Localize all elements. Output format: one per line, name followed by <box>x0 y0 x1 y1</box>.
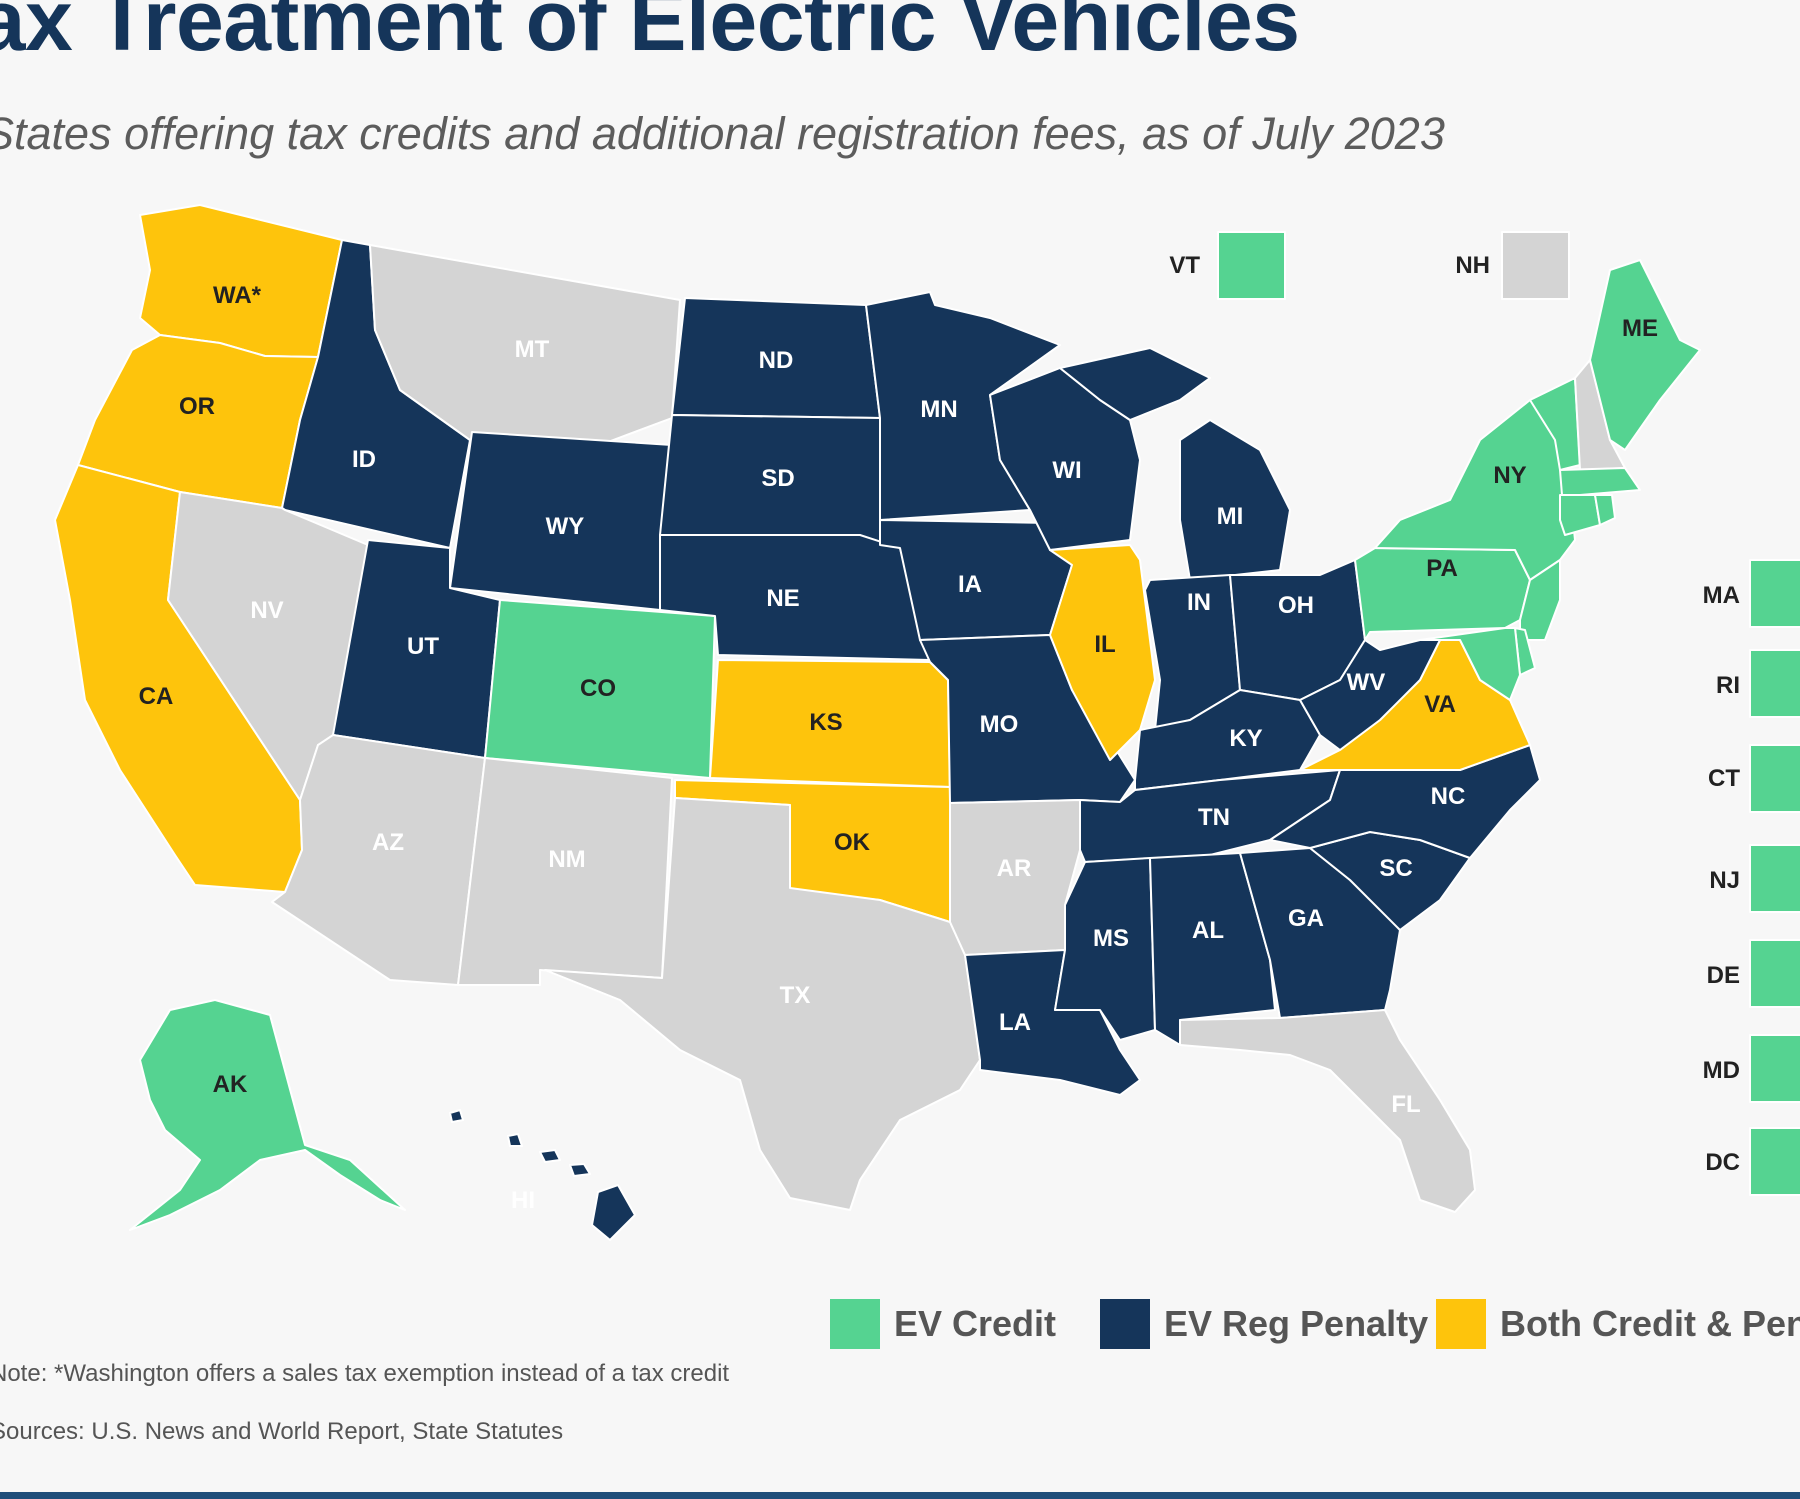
inset-label-ma: MA <box>1703 582 1740 609</box>
inset-labels: VT NH MA RI CT NJ DE MD DC <box>1169 252 1740 1176</box>
label-hi: HI <box>511 1187 535 1214</box>
label-me: ME <box>1622 315 1658 342</box>
legend-item-both: Both Credit & Penalty <box>1436 1298 1800 1350</box>
label-nm: NM <box>548 846 585 873</box>
vt-inset-box <box>1217 231 1286 300</box>
ma-inset-box <box>1749 559 1800 628</box>
label-fl: FL <box>1391 1091 1420 1118</box>
legend-swatch-both <box>1436 1299 1486 1349</box>
state-me <box>1589 259 1701 451</box>
state-hi <box>449 1109 636 1241</box>
label-ia: IA <box>958 571 982 598</box>
label-tn: TN <box>1198 804 1230 831</box>
state-ky <box>1134 689 1321 791</box>
legend-label-both: Both Credit & Penalty <box>1500 1303 1800 1344</box>
label-mn: MN <box>920 396 957 423</box>
label-oh: OH <box>1278 592 1314 619</box>
state-labels: WA* OR CA ID NV MT WY UT AZ CO NM ND SD … <box>139 282 1658 1214</box>
state-nj <box>1519 559 1561 641</box>
inset-label-md: MD <box>1703 1057 1740 1084</box>
state-ct <box>1559 494 1601 536</box>
dc-inset-box <box>1749 1127 1800 1196</box>
label-ca: CA <box>139 683 174 710</box>
legend-label-ev-credit: EV Credit <box>894 1303 1057 1344</box>
label-ar: AR <box>997 855 1032 882</box>
legend-label-ev-reg-penalty: EV Reg Penalty <box>1164 1303 1429 1344</box>
inset-label-dc: DC <box>1705 1149 1740 1176</box>
label-sc: SC <box>1379 855 1412 882</box>
label-co: CO <box>580 675 616 702</box>
label-az: AZ <box>372 829 404 856</box>
label-wy: WY <box>546 513 585 540</box>
state-ne <box>659 534 931 661</box>
ct-inset-box <box>1749 744 1800 813</box>
state-tx <box>544 797 981 1211</box>
state-md <box>1419 627 1521 701</box>
label-sd: SD <box>761 465 794 492</box>
nj-inset-box <box>1749 844 1800 913</box>
state-ri <box>1594 494 1616 526</box>
inset-label-vt: VT <box>1169 252 1200 279</box>
label-ms: MS <box>1093 925 1129 952</box>
sources-line: Sources: U.S. News and World Report, Sta… <box>0 1418 564 1445</box>
legend-swatch-ev-credit <box>830 1299 880 1349</box>
label-ga: GA <box>1288 905 1324 932</box>
state-wa <box>139 204 343 358</box>
state-mi <box>1059 347 1291 581</box>
label-nv: NV <box>250 597 283 624</box>
label-mi: MI <box>1217 503 1244 530</box>
inset-label-ct: CT <box>1708 765 1740 792</box>
inset-label-nh: NH <box>1455 252 1490 279</box>
state-il <box>1049 544 1156 761</box>
label-pa: PA <box>1426 555 1458 582</box>
label-wi: WI <box>1052 457 1081 484</box>
state-ma <box>1559 467 1641 496</box>
label-ok: OK <box>834 829 871 856</box>
de-inset-box <box>1749 939 1800 1008</box>
label-tx: TX <box>780 982 811 1009</box>
state-nh <box>1574 359 1626 471</box>
footnote: Note: *Washington offers a sales tax exe… <box>0 1360 730 1387</box>
label-la: LA <box>999 1009 1031 1036</box>
bottom-rule <box>0 1492 1800 1499</box>
page-title: Tax Treatment of Electric Vehicles <box>0 0 1300 69</box>
label-va: VA <box>1424 691 1456 718</box>
legend-swatch-ev-reg-penalty <box>1100 1299 1150 1349</box>
legend-item-ev-reg-penalty: EV Reg Penalty <box>1100 1298 1428 1350</box>
page-subtitle: States offering tax credits and addition… <box>0 108 1445 159</box>
label-ny: NY <box>1493 462 1526 489</box>
label-id: ID <box>352 446 376 473</box>
md-inset-box <box>1749 1034 1800 1103</box>
label-ks: KS <box>809 709 842 736</box>
state-fl <box>1179 1009 1476 1213</box>
state-nc <box>1269 744 1541 859</box>
legend-item-ev-credit: EV Credit <box>830 1298 1056 1350</box>
label-nc: NC <box>1431 783 1466 810</box>
nh-inset-box <box>1501 231 1570 300</box>
inset-label-de: DE <box>1707 962 1740 989</box>
label-in: IN <box>1187 589 1211 616</box>
label-ut: UT <box>407 633 439 660</box>
ri-inset-box <box>1749 649 1800 718</box>
label-ne: NE <box>766 585 799 612</box>
label-al: AL <box>1192 917 1224 944</box>
label-ky: KY <box>1229 725 1262 752</box>
label-nd: ND <box>759 347 794 374</box>
label-wv: WV <box>1347 669 1386 696</box>
label-or: OR <box>179 393 215 420</box>
inset-label-ri: RI <box>1716 672 1740 699</box>
state-vt <box>1529 377 1581 471</box>
state-ak <box>129 999 406 1231</box>
state-nm <box>457 757 673 986</box>
label-il: IL <box>1094 631 1115 658</box>
label-wa: WA* <box>213 282 262 309</box>
inset-label-nj: NJ <box>1709 867 1740 894</box>
label-mo: MO <box>980 711 1019 738</box>
label-mt: MT <box>515 336 550 363</box>
label-ak: AK <box>213 1071 248 1098</box>
